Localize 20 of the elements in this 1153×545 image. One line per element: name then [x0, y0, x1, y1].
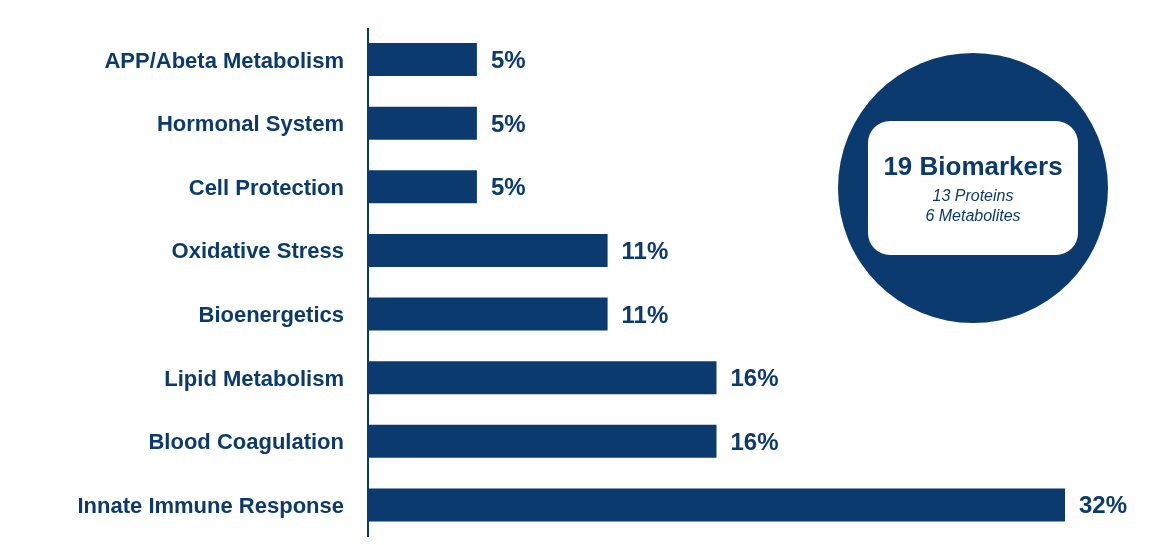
y-tick-label: Oxidative Stress [171, 238, 344, 264]
data-label: 5% [490, 173, 526, 201]
annotation: 19 Biomarkers [883, 150, 1063, 182]
y-tick-label: Innate Immune Response [77, 493, 344, 518]
data-label: 11% [621, 236, 669, 264]
data-label: 11% [621, 300, 669, 328]
y-tick-label: Lipid Metabolism [164, 365, 344, 391]
card: 19 Biomarkers 13 Proteins 6 Metabolites [868, 121, 1078, 255]
data-label: 5% [490, 46, 526, 74]
y-tick-label: Bioenergetics [198, 302, 344, 328]
y-tick-label: Hormonal System [156, 111, 344, 137]
data-label: 5% [490, 109, 526, 137]
data-label: 16% [730, 427, 779, 455]
data-label: 32% [1079, 491, 1128, 519]
y-tick-label: APP/Abeta Metabolism [104, 47, 344, 73]
data-label: 16% [730, 364, 779, 392]
annotation: 13 Proteins [932, 185, 1014, 206]
annotation: 6 Metabolites [925, 205, 1021, 226]
y-tick-label: Blood Coagulation [148, 429, 344, 455]
y-tick-label: Cell Protection [188, 174, 344, 200]
